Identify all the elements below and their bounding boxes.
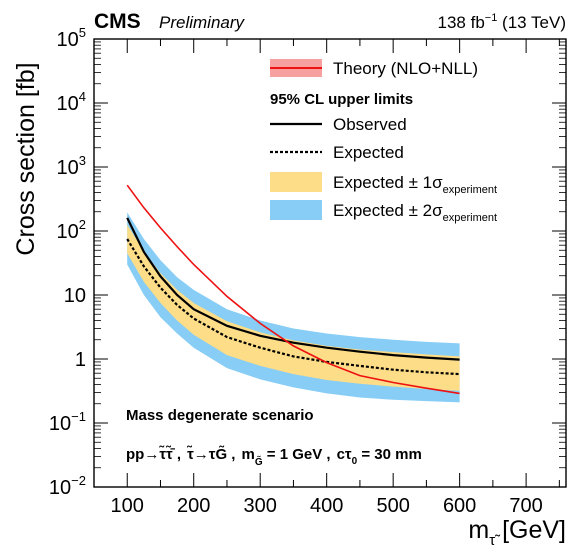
x-tick-label: 600: [443, 495, 476, 517]
process-annotation: pp→τ̃τ̃̄ , τ̃→τG̃ , mG̃ = 1 GeV , cτ0 = 30 …: [126, 445, 422, 468]
x-tick-label: 400: [310, 495, 343, 517]
theory-line: [126, 184, 460, 395]
y-tick-label: 105: [57, 25, 86, 51]
tick-layer: [94, 38, 566, 488]
band-1sigma: [127, 224, 460, 391]
legend-band1-swatch: [270, 172, 322, 192]
x-axis-label: mτ̃ [GeV]: [468, 516, 566, 549]
x-tick-label: 200: [177, 495, 210, 517]
bands-layer: [127, 212, 460, 403]
y-tick-label: 103: [57, 153, 86, 179]
tick-labels: 100 200 300 400 500 600 700 10−2 10−1 1 10 102 103 10…: [49, 25, 543, 517]
legend: Theory (NLO+NLL) 95% CL upper limits Obs…: [270, 59, 497, 224]
legend-header: 95% CL upper limits: [270, 91, 413, 108]
legend-band1: Expected ± 1σexperiment: [333, 173, 497, 196]
expected-line: [126, 238, 460, 376]
legend-theory: Theory (NLO+NLL): [333, 59, 478, 78]
legend-observed: Observed: [333, 115, 407, 134]
y-tick-label: 102: [57, 217, 86, 243]
y-tick-label: 10: [64, 285, 86, 307]
plot-frame: [93, 38, 567, 488]
y-tick-label: 10−2: [49, 473, 86, 499]
y-tick-label: 104: [57, 89, 86, 115]
legend-expected: Expected: [333, 143, 404, 162]
observed-line: [126, 217, 460, 361]
legend-band2-swatch: [270, 200, 322, 220]
x-tick-label: 300: [244, 495, 277, 517]
status-label: Preliminary: [159, 13, 246, 32]
x-tick-label: 500: [376, 495, 409, 517]
y-tick-label: 1: [75, 349, 86, 371]
legend-band2: Expected ± 2σexperiment: [333, 201, 497, 224]
scenario-annotation: Mass degenerate scenario: [126, 407, 314, 424]
x-tick-label: 100: [111, 495, 144, 517]
y-axis-label: Cross section [fb]: [12, 62, 40, 255]
lumi-label: 138 fb−1 (13 TeV): [438, 12, 566, 32]
experiment-label: CMS: [94, 10, 141, 33]
y-tick-label: 10−1: [49, 409, 86, 435]
lines-layer: [126, 184, 460, 395]
x-tick-label: 700: [509, 495, 542, 517]
